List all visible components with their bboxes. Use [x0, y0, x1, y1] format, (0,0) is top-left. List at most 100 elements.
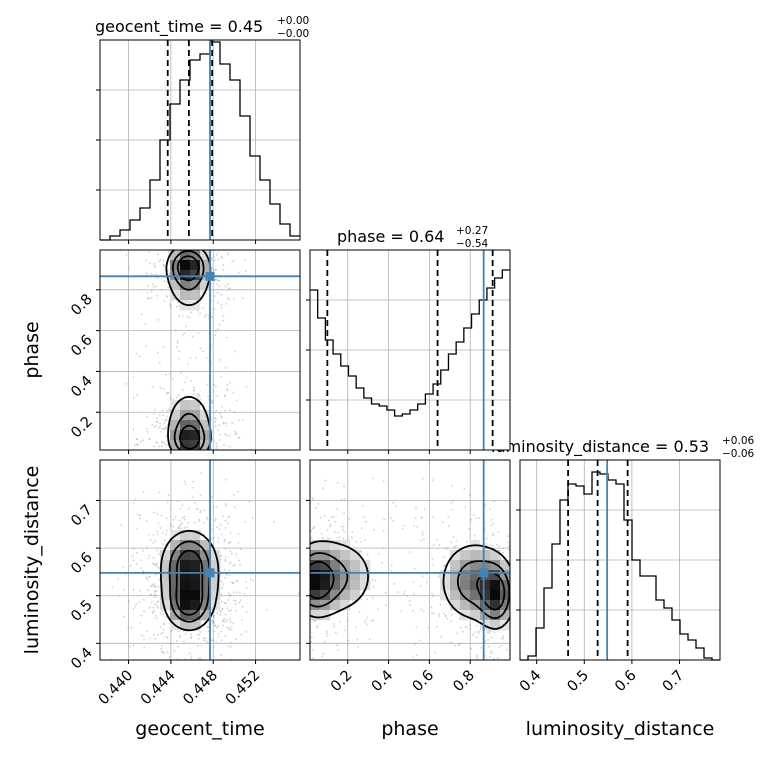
scatter-point: [308, 540, 310, 542]
scatter-point: [128, 645, 131, 648]
density-cell: [480, 550, 491, 561]
scatter-point: [180, 247, 182, 249]
scatter-point: [213, 383, 216, 386]
scatter-point: [513, 598, 515, 600]
scatter-point: [163, 300, 166, 303]
density-cell: [190, 270, 201, 281]
density-cell: [170, 250, 181, 261]
scatter-point: [213, 519, 216, 522]
scatter-point: [192, 386, 195, 388]
scatter-point: [438, 543, 441, 546]
scatter-point: [235, 638, 237, 641]
density-cell: [330, 540, 341, 551]
scatter-point: [245, 385, 248, 388]
scatter-point: [219, 524, 222, 527]
scatter-point: [420, 539, 422, 542]
scatter-point: [333, 623, 335, 625]
scatter-point: [213, 308, 216, 311]
density-cell: [200, 280, 211, 291]
scatter-point: [217, 258, 220, 261]
xtick-label-geocent_time: 0.452: [223, 668, 264, 709]
density-cell: [190, 440, 201, 450]
scatter-point: [194, 248, 196, 250]
scatter-point: [197, 633, 199, 636]
scatter-point: [203, 241, 205, 243]
scatter-point: [236, 580, 239, 582]
scatter-point: [123, 588, 125, 591]
scatter-point: [140, 567, 143, 569]
scatter-point: [224, 635, 227, 638]
scatter-point: [182, 630, 185, 633]
scatter-point: [213, 295, 216, 298]
scatter-point: [221, 256, 224, 259]
scatter-point: [183, 480, 186, 483]
xtick-label-geocent_time: 0.444: [138, 668, 179, 709]
scatter-point: [139, 559, 142, 562]
density-cell: [200, 560, 211, 571]
scatter-point: [475, 656, 478, 659]
scatter-point: [222, 269, 224, 271]
scatter-point: [212, 431, 215, 433]
scatter-point: [172, 518, 175, 521]
density-cell: [180, 580, 191, 591]
scatter-point: [303, 640, 305, 642]
scatter-point: [360, 598, 363, 600]
scatter-point: [219, 412, 221, 415]
scatter-point: [204, 455, 206, 457]
scatter-point: [223, 422, 225, 425]
density-cell: [180, 590, 191, 601]
scatter-point: [213, 536, 216, 539]
scatter-point: [517, 528, 519, 530]
scatter-point: [360, 541, 362, 543]
scatter-point: [515, 592, 517, 594]
scatter-point: [161, 610, 164, 613]
scatter-point: [313, 526, 316, 528]
scatter-point: [199, 347, 202, 350]
scatter-point: [228, 381, 231, 384]
scatter-point: [322, 537, 324, 540]
scatter-point: [143, 646, 146, 649]
scatter-point: [136, 443, 138, 446]
scatter-point: [362, 516, 365, 519]
scatter-point: [202, 306, 205, 309]
scatter-point: [305, 572, 307, 574]
scatter-point: [229, 550, 232, 553]
scatter-point: [166, 392, 169, 395]
density-cell: [190, 430, 201, 441]
scatter-point: [165, 427, 167, 430]
density-cell: [190, 260, 201, 271]
scatter-point: [486, 631, 489, 634]
scatter-point: [152, 542, 155, 544]
scatter-point: [181, 455, 183, 457]
scatter-point: [452, 499, 455, 502]
scatter-point: [188, 316, 191, 319]
scatter-point: [465, 626, 467, 629]
scatter-point: [421, 575, 424, 578]
scatter-point: [500, 644, 503, 647]
scatter-point: [307, 626, 309, 628]
scatter-point: [167, 494, 170, 497]
scatter-point: [148, 576, 151, 578]
scatter-point: [390, 569, 393, 572]
scatter-point: [444, 547, 447, 550]
scatter-point: [470, 647, 473, 650]
scatter-point: [431, 558, 434, 560]
xtick-label-phase: 0.8: [450, 668, 478, 696]
scatter-point: [200, 645, 203, 647]
scatter-point: [455, 544, 458, 547]
scatter-point: [227, 297, 229, 300]
scatter-point: [413, 524, 415, 527]
scatter-point: [224, 602, 227, 605]
scatter-point: [248, 500, 251, 503]
density-cell: [160, 590, 171, 601]
density-cell: [180, 440, 191, 450]
scatter-point: [154, 539, 157, 542]
scatter-point: [166, 409, 168, 412]
scatter-point: [401, 527, 404, 530]
scatter-point: [134, 605, 136, 608]
density-cell: [180, 260, 191, 271]
panel-frame: [519, 459, 721, 661]
scatter-point: [181, 517, 184, 519]
scatter-point: [180, 241, 182, 243]
